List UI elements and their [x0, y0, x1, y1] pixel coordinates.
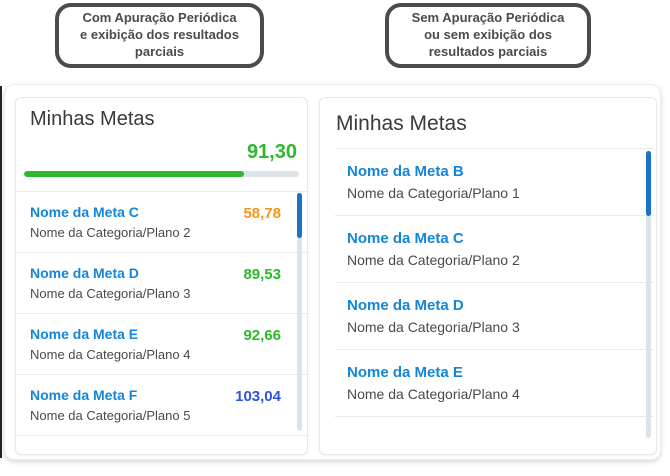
goal-result-value: 103,04	[235, 388, 281, 405]
goal-list-item[interactable]: Nome da Meta D Nome da Categoria/Plano 3	[335, 283, 654, 350]
goal-list-item[interactable]: Nome da Meta B Nome da Categoria/Plano 1	[335, 149, 654, 216]
goal-category: Nome da Categoria/Plano 4	[30, 347, 191, 362]
goal-list-item[interactable]: Nome da Meta E Nome da Categoria/Plano 4…	[16, 314, 307, 375]
goal-text: Nome da Meta F Nome da Categoria/Plano 5	[30, 387, 235, 423]
panels-container: Minhas Metas 91,30 Nome da Meta C Nome d…	[4, 84, 661, 460]
goal-list: Nome da Meta B Nome da Categoria/Plano 1…	[335, 148, 654, 438]
goal-category: Nome da Categoria/Plano 2	[347, 252, 520, 268]
goal-category: Nome da Categoria/Plano 1	[347, 185, 520, 201]
goal-name: Nome da Meta E	[30, 326, 139, 342]
goal-result-value: 58,78	[243, 205, 281, 222]
callout-line: resultados parciais	[428, 43, 548, 59]
goal-result-value: 92,66	[243, 327, 281, 344]
goal-name: Nome da Meta D	[30, 265, 139, 281]
overall-result-value: 91,30	[246, 141, 297, 163]
callout-without-periodic-results: Sem Apuração Periódica ou sem exibição d…	[385, 3, 591, 68]
callout-line: Sem Apuração Periódica	[411, 10, 565, 26]
scrollbar-thumb[interactable]	[646, 151, 651, 216]
goal-name: Nome da Meta D	[347, 297, 464, 314]
goal-list-item[interactable]: Nome da Meta F Nome da Categoria/Plano 5…	[16, 375, 307, 436]
goal-name: Nome da Meta F	[30, 387, 138, 403]
goal-list-item[interactable]: Nome da Meta D Nome da Categoria/Plano 3…	[16, 253, 307, 314]
goal-category: Nome da Categoria/Plano 3	[347, 319, 520, 335]
goal-name: Nome da Meta B	[347, 163, 464, 180]
overall-progress-fill	[24, 171, 244, 177]
callout-line: parciais	[134, 43, 185, 59]
goal-category: Nome da Categoria/Plano 4	[347, 386, 520, 402]
goal-text: Nome da Meta D Nome da Categoria/Plano 3	[347, 297, 624, 335]
goals-panel-without-results: Minhas Metas Nome da Meta B Nome da Cate…	[319, 97, 657, 455]
goal-list-item[interactable]: Nome da Meta C Nome da Categoria/Plano 2	[335, 216, 654, 283]
panel-title: Minhas Metas	[336, 112, 467, 135]
goal-result-value: 89,53	[243, 266, 281, 283]
callout-line: ou sem exibição dos	[424, 27, 552, 43]
goal-list-item[interactable]: Nome da Meta C Nome da Categoria/Plano 2…	[16, 192, 307, 253]
scrollbar-track[interactable]	[297, 193, 302, 431]
goals-panel-with-results: Minhas Metas 91,30 Nome da Meta C Nome d…	[15, 97, 308, 455]
overall-result-row: 91,30	[16, 141, 307, 164]
goal-text: Nome da Meta C Nome da Categoria/Plano 2	[30, 204, 243, 240]
goal-text: Nome da Meta D Nome da Categoria/Plano 3	[30, 265, 243, 301]
scrollbar-thumb[interactable]	[297, 193, 302, 238]
goal-name: Nome da Meta C	[30, 204, 139, 220]
goal-text: Nome da Meta E Nome da Categoria/Plano 4	[347, 364, 624, 402]
scrollbar-track[interactable]	[646, 151, 651, 438]
goal-category: Nome da Categoria/Plano 3	[30, 286, 191, 301]
goal-list-item[interactable]: Nome da Meta E Nome da Categoria/Plano 4	[335, 350, 654, 417]
goal-list: Nome da Meta C Nome da Categoria/Plano 2…	[16, 191, 307, 436]
goal-name: Nome da Meta E	[347, 364, 463, 381]
goal-text: Nome da Meta C Nome da Categoria/Plano 2	[347, 230, 624, 268]
goal-name: Nome da Meta C	[347, 230, 464, 247]
panel-title: Minhas Metas	[30, 108, 155, 130]
goal-text: Nome da Meta B Nome da Categoria/Plano 1	[347, 163, 624, 201]
callout-line: Com Apuração Periódica	[82, 10, 237, 26]
goal-text: Nome da Meta E Nome da Categoria/Plano 4	[30, 326, 243, 362]
goal-category: Nome da Categoria/Plano 2	[30, 225, 191, 240]
callout-line: e exibição dos resultados	[80, 27, 239, 43]
callout-with-periodic-results: Com Apuração Periódica e exibição dos re…	[55, 3, 264, 68]
goal-category: Nome da Categoria/Plano 5	[30, 408, 191, 423]
overall-progress-bar	[24, 171, 299, 177]
left-edge-artifact	[0, 86, 2, 458]
